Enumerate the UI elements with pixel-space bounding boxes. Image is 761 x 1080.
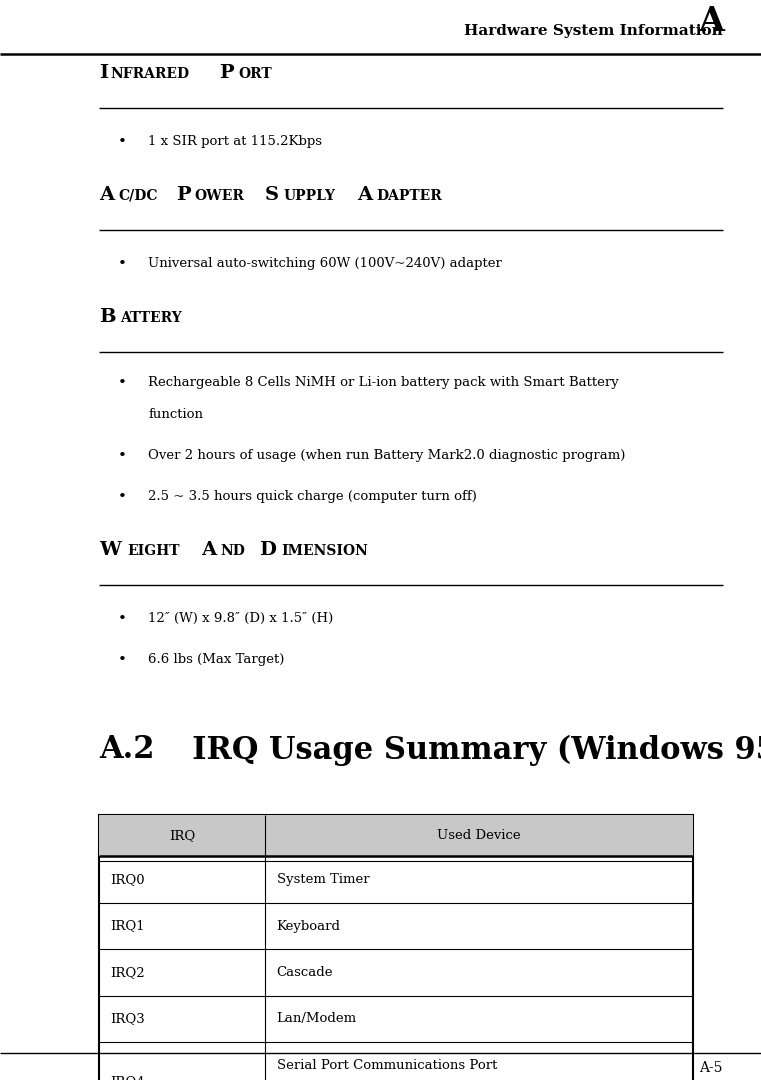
Text: Cascade: Cascade bbox=[276, 966, 333, 980]
Text: A: A bbox=[99, 186, 114, 204]
Text: 1 x SIR port at 115.2Kbps: 1 x SIR port at 115.2Kbps bbox=[148, 135, 323, 148]
Text: Lan/Modem: Lan/Modem bbox=[276, 1012, 357, 1026]
Text: ORT: ORT bbox=[238, 67, 272, 81]
Text: A: A bbox=[357, 186, 372, 204]
Text: W: W bbox=[99, 541, 121, 559]
Text: 2.5 ~ 3.5 hours quick charge (computer turn off): 2.5 ~ 3.5 hours quick charge (computer t… bbox=[148, 490, 477, 503]
Text: 12″ (W) x 9.8″ (D) x 1.5″ (H): 12″ (W) x 9.8″ (D) x 1.5″ (H) bbox=[148, 612, 333, 625]
Text: A-5: A-5 bbox=[699, 1061, 723, 1075]
Text: DAPTER: DAPTER bbox=[376, 189, 442, 203]
Text: Universal auto-switching 60W (100V~240V) adapter: Universal auto-switching 60W (100V~240V)… bbox=[148, 257, 502, 270]
Text: P: P bbox=[176, 186, 190, 204]
Text: D: D bbox=[259, 541, 276, 559]
Text: A.2: A.2 bbox=[99, 734, 154, 766]
Text: Keyboard: Keyboard bbox=[276, 919, 340, 933]
Text: •: • bbox=[118, 490, 127, 504]
Text: I: I bbox=[99, 64, 108, 82]
Text: Rechargeable 8 Cells NiMH or Li-ion battery pack with Smart Battery: Rechargeable 8 Cells NiMH or Li-ion batt… bbox=[148, 376, 619, 389]
Text: ATTERY: ATTERY bbox=[120, 311, 182, 325]
Text: S: S bbox=[266, 186, 279, 204]
Text: IRQ4: IRQ4 bbox=[110, 1076, 145, 1080]
Text: Hardware System Information: Hardware System Information bbox=[464, 24, 723, 38]
Text: UPPLY: UPPLY bbox=[283, 189, 336, 203]
Text: •: • bbox=[118, 376, 127, 390]
Text: IRQ Usage Summary (Windows 95/98): IRQ Usage Summary (Windows 95/98) bbox=[171, 734, 761, 766]
Text: IRQ: IRQ bbox=[169, 829, 195, 842]
Text: •: • bbox=[118, 653, 127, 667]
Text: •: • bbox=[118, 449, 127, 463]
Text: •: • bbox=[118, 135, 127, 149]
Text: function: function bbox=[148, 408, 203, 421]
Text: •: • bbox=[118, 612, 127, 626]
Text: 6.6 lbs (Max Target): 6.6 lbs (Max Target) bbox=[148, 653, 285, 666]
Text: OWER: OWER bbox=[195, 189, 244, 203]
Text: EIGHT: EIGHT bbox=[127, 544, 180, 558]
Text: •: • bbox=[118, 257, 127, 271]
Text: NFRARED: NFRARED bbox=[110, 67, 189, 81]
Text: ND: ND bbox=[221, 544, 246, 558]
Text: A: A bbox=[201, 541, 216, 559]
Text: A: A bbox=[698, 5, 724, 38]
Text: IRQ3: IRQ3 bbox=[110, 1012, 145, 1026]
Text: Used Device: Used Device bbox=[437, 829, 521, 842]
Text: Serial Port Communications Port: Serial Port Communications Port bbox=[276, 1059, 497, 1072]
Text: IRQ2: IRQ2 bbox=[110, 966, 145, 980]
Text: Over 2 hours of usage (when run Battery Mark2.0 diagnostic program): Over 2 hours of usage (when run Battery … bbox=[148, 449, 626, 462]
Bar bbox=[99, 815, 693, 1080]
Bar bbox=[99, 815, 693, 856]
Text: System Timer: System Timer bbox=[276, 873, 369, 887]
Text: IRQ0: IRQ0 bbox=[110, 873, 145, 887]
Text: C/DC: C/DC bbox=[119, 189, 158, 203]
Text: IMENSION: IMENSION bbox=[281, 544, 368, 558]
Text: B: B bbox=[99, 308, 116, 326]
Text: IRQ1: IRQ1 bbox=[110, 919, 145, 933]
Text: P: P bbox=[219, 64, 234, 82]
